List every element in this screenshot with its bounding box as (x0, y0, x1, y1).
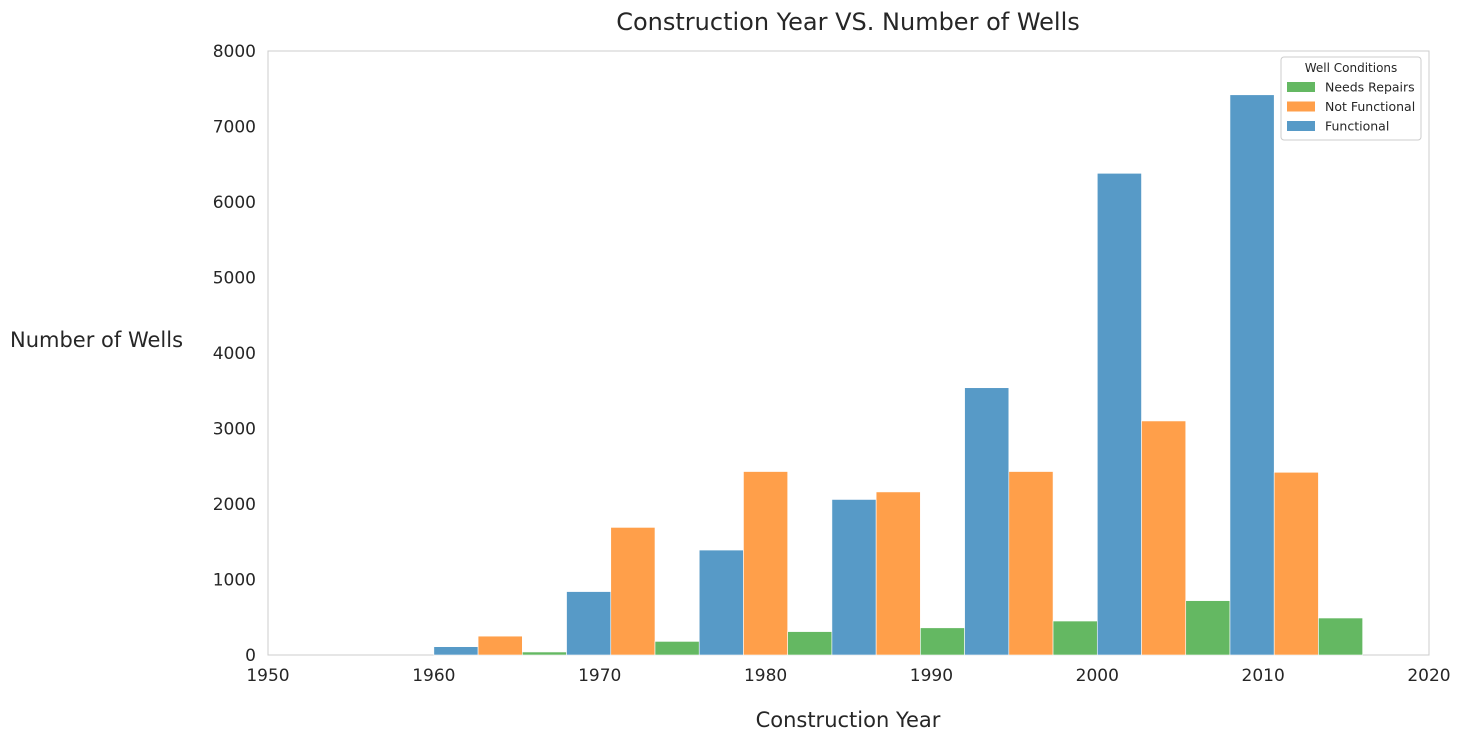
y-tick-label: 3000 (213, 420, 256, 440)
y-tick-label: 7000 (213, 118, 256, 138)
x-axis-label: Construction Year (756, 708, 941, 732)
legend-swatch (1287, 121, 1315, 131)
bar-functional-3 (831, 499, 877, 656)
bar-needs-repairs-3 (920, 627, 965, 656)
bar-not-functional-1 (610, 527, 656, 656)
x-tick-label: 2010 (1242, 666, 1285, 686)
bar-not-functional-2 (743, 471, 788, 656)
legend-label: Needs Repairs (1325, 80, 1415, 95)
x-tick-label: 2000 (1076, 666, 1119, 686)
bar-needs-repairs-2 (787, 631, 833, 656)
legend-swatch (1287, 82, 1315, 92)
y-tick-label: 5000 (213, 269, 256, 289)
bar-not-functional-3 (875, 491, 921, 656)
bar-not-functional-0 (477, 635, 523, 656)
x-tick-label: 2020 (1407, 666, 1450, 686)
y-axis-label: Number of Wells (10, 328, 183, 352)
y-tick-label: 4000 (213, 344, 256, 364)
legend-items: Needs Repairs Not Functional Functional (1287, 80, 1415, 134)
bar-needs-repairs-6 (1318, 617, 1363, 656)
x-tick-label: 1950 (246, 666, 289, 686)
legend-label: Functional (1325, 119, 1389, 134)
bar-not-functional-5 (1141, 420, 1187, 656)
y-axis-ticks: 0 1000 2000 3000 4000 5000 6000 7000 8000 (213, 42, 256, 666)
x-tick-label: 1990 (910, 666, 953, 686)
y-tick-label: 0 (245, 646, 256, 666)
bar-functional-1 (566, 591, 612, 656)
y-tick-label: 8000 (213, 42, 256, 62)
bar-needs-repairs-0 (522, 651, 567, 656)
legend-box (1280, 56, 1422, 141)
bar-functional-4 (964, 387, 1010, 656)
y-tick-label: 6000 (213, 193, 256, 213)
bar-needs-repairs-5 (1185, 600, 1231, 656)
legend-title: Well Conditions (1305, 61, 1398, 75)
bar-needs-repairs-4 (1052, 620, 1098, 656)
bars (433, 94, 1363, 656)
bar-functional-0 (433, 646, 479, 656)
x-axis-ticks: 1950 1960 1970 1980 1990 2000 2010 2020 (246, 666, 1450, 686)
bar-functional-2 (698, 549, 744, 656)
y-tick-label: 2000 (213, 495, 256, 515)
bar-not-functional-6 (1273, 471, 1319, 656)
y-tick-label: 1000 (213, 571, 256, 591)
chart-title: Construction Year VS. Number of Wells (616, 8, 1080, 36)
x-tick-label: 1960 (412, 666, 455, 686)
bar-functional-5 (1096, 173, 1142, 656)
x-tick-label: 1980 (744, 666, 787, 686)
bar-functional-6 (1229, 94, 1275, 656)
legend-swatch (1287, 101, 1315, 112)
legend: Well Conditions Needs Repairs Not Functio… (1280, 56, 1422, 141)
bar-not-functional-4 (1008, 471, 1054, 656)
x-tick-label: 1970 (578, 666, 621, 686)
legend-label: Not Functional (1325, 99, 1415, 114)
bar-needs-repairs-1 (654, 641, 700, 656)
